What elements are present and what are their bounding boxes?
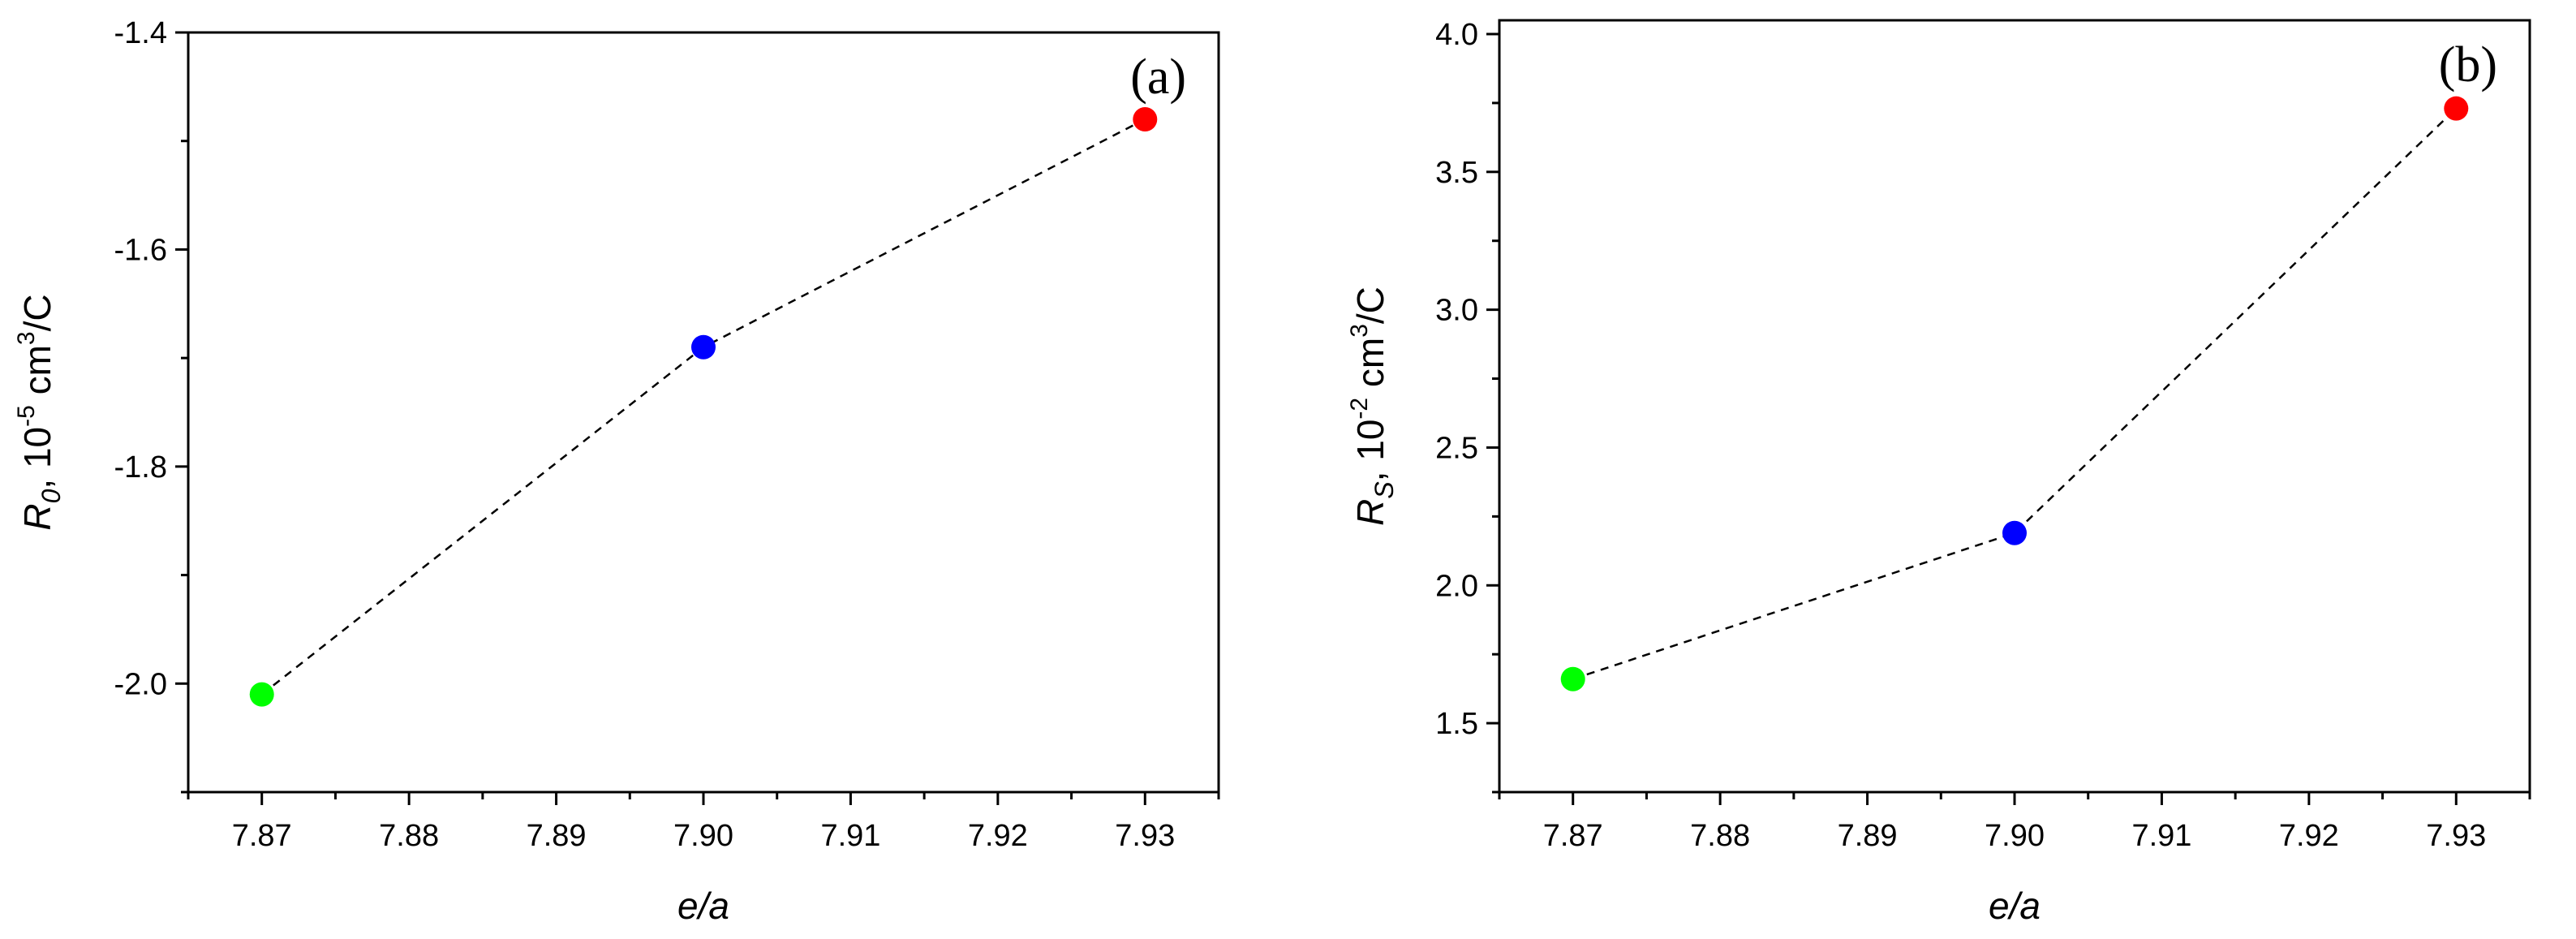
y-title-unit: /C	[1349, 286, 1391, 324]
x-axis-title: e/a	[677, 885, 729, 927]
panel-a: 7.87 7.88 7.89 7.90 7.91 7.92 7.93 -2.0 -1.8 -1.6…	[13, 16, 1220, 927]
y-tick-label: -1.8	[114, 450, 167, 485]
y-tick-label: -1.6	[114, 233, 167, 267]
x-tick-label: 7.89	[1838, 819, 1898, 853]
y-title-subscript: 0	[37, 489, 66, 503]
panel-b: 7.87 7.88 7.89 7.90 7.91 7.92 7.93 1.5 2.0 2.5 3.0…	[1346, 18, 2531, 927]
panel-label: (b)	[2439, 37, 2497, 93]
data-point	[691, 334, 716, 360]
data-point	[1560, 666, 1585, 691]
x-tick-label: 7.91	[820, 819, 880, 853]
y-title-exponent: 3	[1346, 324, 1373, 338]
y-title-symbol: R	[1349, 499, 1391, 526]
y-tick-label: 3.0	[1435, 294, 1478, 328]
x-tick-label: 7.93	[1115, 819, 1175, 853]
y-title-exponent: -2	[1346, 398, 1373, 420]
y-tick-label: 2.0	[1435, 569, 1478, 603]
y-title-unit: cm	[1349, 338, 1391, 398]
plot-frame	[1498, 19, 2531, 794]
x-tick-label: 7.88	[379, 819, 439, 853]
y-axis-title: R0, 10-5 cm3/C	[13, 294, 66, 530]
x-axis-title: e/a	[1989, 885, 2041, 927]
y-tick-label: 2.5	[1435, 431, 1478, 465]
trend-line	[1572, 107, 2458, 680]
x-tick-label: 7.90	[1985, 819, 2045, 853]
y-title-unit: /C	[16, 294, 58, 331]
data-point	[1133, 106, 1158, 131]
y-axis-title: RS, 10-2 cm3/C	[1346, 286, 1399, 526]
trend-line	[260, 118, 1146, 696]
y-title-unit: , 10	[16, 427, 58, 489]
y-title-subscript: S	[1370, 481, 1399, 498]
x-tick-label: 7.91	[2131, 819, 2191, 853]
x-tick-label: 7.88	[1690, 819, 1750, 853]
x-tick-label: 7.89	[527, 819, 587, 853]
x-tick-label: 7.87	[232, 819, 292, 853]
y-tick-label: 3.5	[1435, 156, 1478, 190]
y-title-unit: , 10	[1349, 420, 1391, 482]
y-tick-label: 1.5	[1435, 707, 1478, 741]
y-title-symbol: R	[16, 503, 58, 530]
y-tick-label: 4.0	[1435, 18, 1478, 52]
y-title-unit: cm	[16, 345, 58, 405]
x-tick-label: 7.93	[2426, 819, 2486, 853]
data-point	[2002, 520, 2027, 545]
panel-label: (a)	[1130, 50, 1186, 105]
x-tick-label: 7.90	[673, 819, 733, 853]
x-tick-label: 7.87	[1543, 819, 1603, 853]
y-title-exponent: 3	[13, 331, 40, 345]
data-point	[2444, 96, 2469, 121]
y-tick-label: -1.4	[114, 16, 167, 50]
x-tick-label: 7.92	[2279, 819, 2339, 853]
plot-frame	[187, 31, 1220, 794]
x-tick-label: 7.92	[968, 819, 1028, 853]
data-point	[249, 682, 274, 707]
y-title-exponent: -5	[13, 405, 40, 427]
y-tick-label: -2.0	[114, 667, 167, 701]
